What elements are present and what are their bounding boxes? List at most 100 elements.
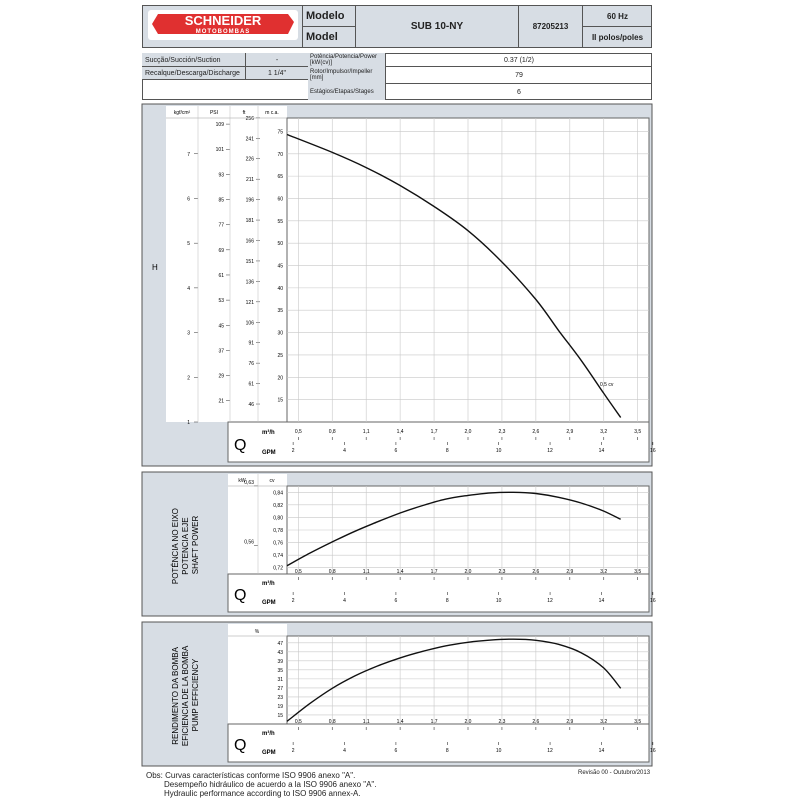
kgf-tick-label: 2	[187, 375, 190, 381]
gpm-tick-label: 14	[599, 748, 605, 754]
kgf-tick-label: 6	[187, 196, 190, 202]
schneider-logo: SCHNEIDER MOTOBOMBAS	[148, 10, 298, 40]
y-tick-label: 19	[277, 704, 283, 710]
eff-side-line-3: PUMP EFFICIENCY	[191, 658, 200, 731]
y-tick-label: 25	[277, 353, 283, 359]
m3h-tick-label: 3,5	[634, 429, 641, 435]
efficiency-side-label: RENDIMENTO DA BOMBA EFICIENCIA DE LA BOM…	[171, 644, 200, 746]
gpm-tick-label: 2	[292, 748, 295, 754]
m3h-tick-label: 2,3	[498, 429, 505, 435]
m3h-tick-label: 2,3	[498, 719, 505, 725]
y-tick-label: 47	[277, 641, 283, 647]
ft-tick-label: 91	[248, 341, 254, 347]
psi-tick-label: 37	[218, 348, 224, 354]
gpm-tick-label: 2	[292, 598, 295, 604]
y-tick-label: 15	[277, 713, 283, 719]
footer-obs-3: Hydraulic performance according to ISO 9…	[164, 789, 361, 798]
psi-tick-label: 85	[218, 198, 224, 204]
model-label-2: Model	[306, 31, 338, 43]
m3h-tick-label: 1,1	[363, 569, 370, 575]
m3h-tick-label: 1,7	[431, 719, 438, 725]
y-tick-label: 31	[277, 677, 283, 683]
gpm-tick-label: 8	[446, 598, 449, 604]
frequency: 60 Hz	[607, 11, 628, 21]
ft-tick-label: 196	[246, 198, 255, 204]
footer-obs-2: Desempeño hidráulico de acuerdo a la ISO…	[164, 780, 377, 789]
psi-tick-label: 29	[218, 374, 224, 380]
m3h-tick-label: 2,9	[566, 429, 573, 435]
q-letter-1: Q	[234, 437, 246, 454]
stages-label: Estágios/Etapas/Stages	[310, 89, 374, 95]
m3h-tick-label: 3,5	[634, 719, 641, 725]
eff-side-line-1: RENDIMENTO DA BOMBA	[171, 646, 180, 744]
psi-tick-label: 69	[218, 248, 224, 254]
curve-series-0	[286, 133, 622, 418]
m3h-tick-label: 3,5	[634, 569, 641, 575]
m3h-tick-label: 0,8	[329, 719, 336, 725]
unit-kgf: kgf/cm²	[174, 110, 191, 116]
gpm-tick-label: 4	[343, 448, 346, 454]
y-tick-label: 30	[277, 331, 283, 337]
y-tick-label: 39	[277, 659, 283, 665]
discharge-value: 1 1/4"	[267, 69, 287, 77]
q-letter-2: Q	[234, 587, 246, 604]
m3h-tick-label: 0,5	[295, 569, 302, 575]
gpm-tick-label: 16	[650, 448, 656, 454]
m3h-tick-label: 2,9	[566, 569, 573, 575]
power-side-label: POTÊNCIA NO EIXO POTENCIA EJE SHAFT POWE…	[171, 506, 200, 584]
eff-side-line-2: EFICIENCIA DE LA BOMBA	[181, 645, 190, 746]
gpm-label-3: GPM	[262, 750, 276, 756]
y-tick-label: 15	[277, 398, 283, 404]
head-side-label: H	[152, 263, 158, 272]
gpm-tick-label: 4	[343, 748, 346, 754]
footer-revision: Revisão 00 - Outubro/2013	[578, 770, 651, 776]
m3h-tick-label: 1,7	[431, 569, 438, 575]
curve-series-1	[286, 491, 621, 567]
y-tick-label: 0,76	[273, 541, 283, 547]
kgf-tick-label: 1	[187, 420, 190, 426]
suction-label: Sucção/Succión/Suction	[145, 56, 221, 64]
psi-tick-label: 45	[218, 323, 224, 329]
curve-series-2	[286, 638, 622, 722]
m3h-tick-label: 2,9	[566, 719, 573, 725]
gpm-label-2: GPM	[262, 600, 276, 606]
power-label: Potência/Potencia/Power [kW(cv)]	[310, 54, 378, 66]
m3h-tick-label: 2,0	[465, 429, 472, 435]
psi-tick-label: 53	[218, 298, 224, 304]
ft-tick-label: 106	[246, 320, 255, 326]
ft-tick-label: 166	[246, 239, 255, 245]
gpm-label-1: GPM	[262, 450, 276, 456]
y-tick-label: 0,78	[273, 528, 283, 534]
gpm-tick-label: 10	[496, 448, 502, 454]
unit-kw: kW	[238, 478, 246, 484]
m3h-tick-label: 2,3	[498, 569, 505, 575]
m3h-tick-label: 1,4	[397, 719, 404, 725]
stages-value: 6	[517, 88, 521, 96]
kw-tick-label: 0,63	[244, 480, 254, 486]
gpm-tick-label: 14	[599, 448, 605, 454]
y-tick-label: 35	[277, 668, 283, 674]
psi-tick-label: 61	[218, 273, 224, 279]
y-tick-label: 43	[277, 650, 283, 656]
model-value: SUB 10-NY	[410, 21, 464, 32]
model-label-1: Modelo	[306, 10, 345, 22]
m3h-tick-label: 0,8	[329, 429, 336, 435]
y-tick-label: 65	[277, 174, 283, 180]
psi-tick-label: 93	[218, 172, 224, 178]
gpm-tick-label: 10	[496, 598, 502, 604]
kw-tick-label: 0,56	[244, 540, 254, 546]
model-code: 87205213	[532, 22, 569, 31]
gpm-tick-label: 8	[446, 448, 449, 454]
ft-tick-label: 61	[248, 382, 254, 388]
m3h-tick-label: 2,0	[465, 719, 472, 725]
m3h-tick-label: 2,0	[465, 569, 472, 575]
m3h-label-1: m³/h	[262, 429, 275, 436]
suction-value: -	[275, 56, 279, 64]
kgf-tick-label: 4	[187, 286, 190, 292]
ft-tick-label: 241	[246, 136, 255, 142]
poles: II polos/poles	[591, 32, 644, 42]
psi-tick-label: 109	[216, 122, 225, 128]
y-tick-label: 70	[277, 152, 283, 158]
logo-sub-text: MOTOBOMBAS	[196, 29, 251, 35]
m3h-tick-label: 0,5	[295, 429, 302, 435]
